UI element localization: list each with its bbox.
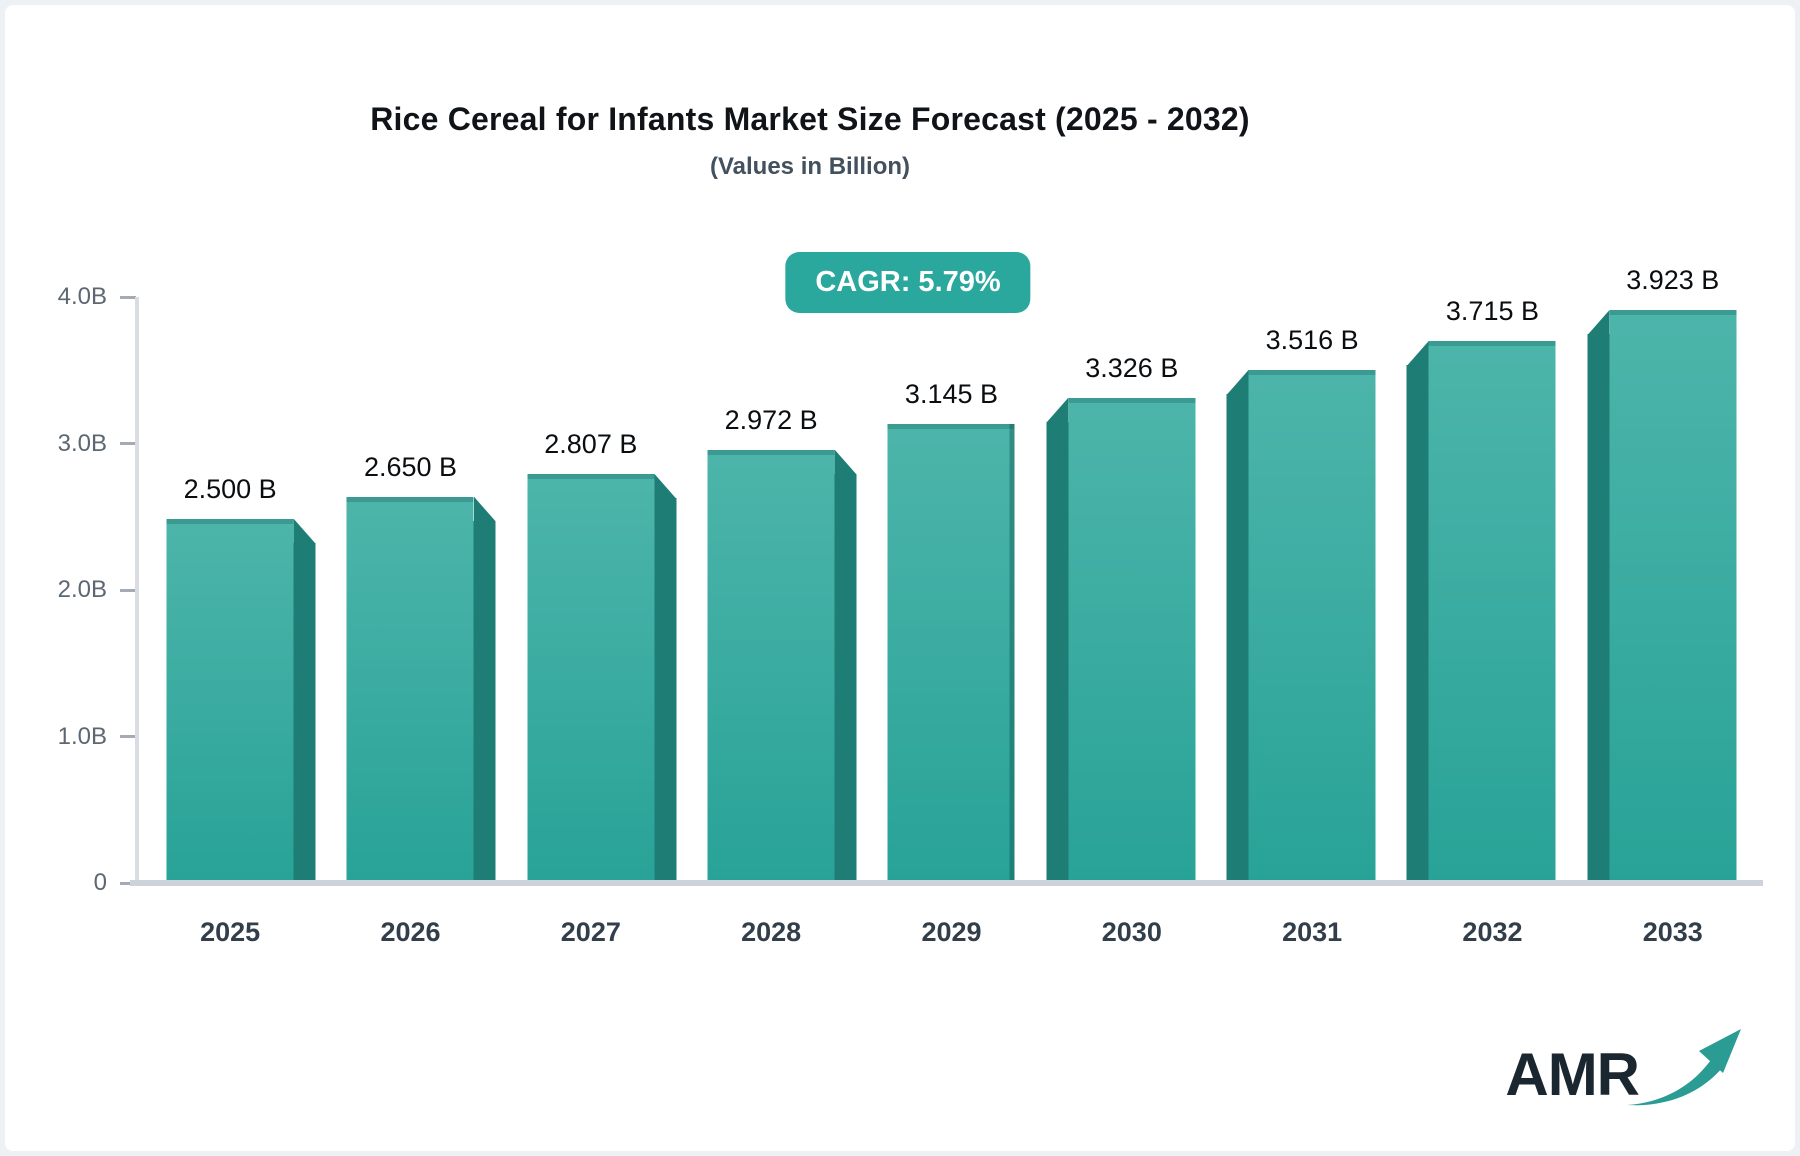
- x-axis: 2025 2026 2027 2028 2029 2030 2031 2032 2033: [140, 917, 1763, 948]
- x-label-2026: 2026: [380, 917, 441, 947]
- x-label-2027: 2027: [560, 917, 621, 947]
- cagr-badge: CAGR: 5.79%: [785, 252, 1031, 313]
- bar-3d-bevel: [1046, 397, 1069, 423]
- amr-logo-text: AMR: [1505, 1041, 1640, 1108]
- bar-value-label: 2.650 B: [363, 451, 458, 482]
- bars: 2.500 B 2.650 B 2.807 B 2.972 B 3.145 B 3.326…: [140, 265, 1763, 885]
- bar-3d-bevel: [473, 496, 496, 522]
- plot-area: 2.500 B 2.650 B 2.807 B 2.972 B 3.145 B 3.326…: [130, 265, 1763, 947]
- bar-3d-bevel: [654, 473, 677, 499]
- bar-3d-side: [1587, 334, 1610, 885]
- bar-group-2031: 3.516 B: [1222, 297, 1402, 885]
- y-tick-label: 2.0B: [57, 576, 107, 603]
- bar-2026: [346, 496, 496, 885]
- x-label-2032: 2032: [1462, 917, 1523, 947]
- chart-subtitle: (Values in Billion): [709, 153, 911, 180]
- y-tick-label: 1.0B: [57, 722, 107, 750]
- y-tick-3.0B: 3.0B: [30, 430, 136, 458]
- y-axis-line: [135, 297, 139, 886]
- x-label-2031: 2031: [1282, 917, 1343, 947]
- bar-face: [1068, 397, 1196, 885]
- chart-card: Rice Cereal for Infants Market Size Fore…: [5, 5, 1795, 1151]
- bar-face: [1609, 310, 1737, 885]
- amr-logo: AMR: [1505, 1015, 1743, 1108]
- x-label-2029: 2029: [921, 917, 982, 947]
- x-label-2025: 2025: [200, 917, 261, 947]
- bar-value-label: 3.516 B: [1265, 324, 1359, 355]
- chart-title: Rice Cereal for Infants Market Size Fore…: [370, 101, 1250, 137]
- y-tick-0: 0: [30, 869, 136, 897]
- y-axis: 4.0B 3.0B 2.0B 1.0B 0: [30, 283, 136, 896]
- y-tick-label: 3.0B: [57, 429, 107, 457]
- bar-group-2025: 2.500 B: [140, 297, 320, 885]
- y-tick-dash: [120, 735, 136, 738]
- bar-3d-side: [654, 497, 677, 885]
- bar-face: [1428, 340, 1556, 885]
- bar-2029: [877, 424, 1026, 885]
- bar-face: [166, 518, 294, 885]
- bar-2028: [707, 449, 857, 885]
- bar-3d-bevel: [1587, 310, 1610, 336]
- y-tick-dash: [120, 588, 136, 592]
- bar-value-label: 3.145 B: [904, 379, 999, 410]
- bar-3d-bevel: [293, 518, 316, 544]
- bar-3d-side: [1406, 364, 1429, 885]
- bar-group-2029: 3.145 B: [861, 297, 1041, 885]
- bar-2031: [1226, 369, 1376, 885]
- bar-2030: [1046, 397, 1196, 885]
- bar-group-2032: 3.715 B: [1402, 295, 1582, 885]
- bar-3d-side: [293, 542, 316, 885]
- growth-arrow-icon: [1627, 1029, 1741, 1106]
- y-tick-2.0B: 2.0B: [30, 576, 136, 604]
- x-label-2028: 2028: [741, 917, 802, 947]
- bar-3d-bevel: [1406, 340, 1429, 366]
- bar-group-2026: 2.650 B: [320, 297, 500, 885]
- bar-group-2027: 2.807 B: [501, 297, 681, 885]
- bar-2032: [1406, 340, 1556, 885]
- bar-2033: [1587, 310, 1737, 885]
- bar-3d-side: [473, 520, 496, 885]
- bar-face: [707, 449, 835, 885]
- x-label-2033: 2033: [1642, 917, 1703, 947]
- bar-2025: [166, 518, 316, 885]
- bar-face: [527, 473, 655, 885]
- bar-3d-bevel: [1226, 369, 1249, 395]
- bar-2027: [527, 473, 677, 885]
- y-tick-dash: [120, 881, 136, 885]
- bar-3d-side: [1046, 421, 1069, 885]
- bar-group-2030: 3.326 B: [1042, 297, 1222, 885]
- bar-value-label: 2.972 B: [724, 404, 818, 435]
- y-tick-dash: [120, 442, 136, 445]
- bar-group-2028: 2.972 B: [681, 297, 861, 885]
- y-tick-label: 4.0B: [57, 283, 107, 310]
- bar-face: [887, 424, 1015, 885]
- bar-value-label: 3.326 B: [1085, 352, 1179, 383]
- bar-3d-side: [834, 473, 857, 885]
- x-label-2030: 2030: [1101, 917, 1162, 947]
- bar-3d-side: [1226, 393, 1249, 885]
- bar-group-2033: 3.923 B: [1583, 265, 1763, 885]
- y-tick-label: 0: [93, 869, 107, 896]
- y-tick-4.0B: 4.0B: [30, 283, 136, 311]
- bar-value-label: 2.807 B: [544, 428, 638, 459]
- bar-face: [346, 496, 474, 885]
- bar-3d-bevel: [834, 449, 857, 475]
- bar-face: [1248, 369, 1376, 885]
- bar-value-label: 2.500 B: [183, 473, 277, 504]
- y-tick-1.0B: 1.0B: [30, 723, 136, 751]
- x-axis-line: [130, 880, 1763, 886]
- bar-value-label: 3.923 B: [1626, 265, 1720, 296]
- bar-value-label: 3.715 B: [1445, 295, 1539, 326]
- y-tick-dash: [120, 295, 136, 299]
